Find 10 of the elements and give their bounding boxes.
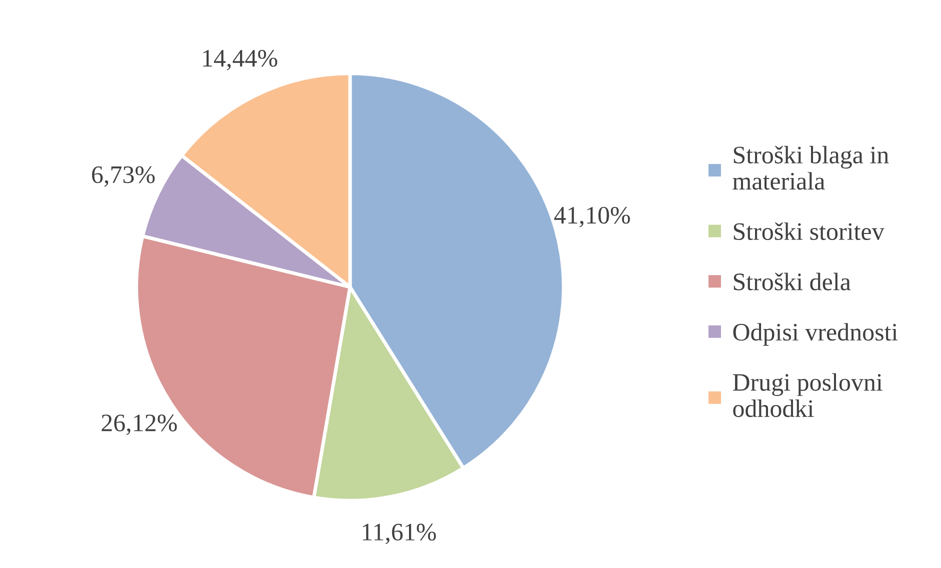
legend-label: Stroški dela <box>734 272 851 290</box>
legend-label: Stroški blaga in materiala <box>732 146 889 190</box>
data-label: 41,10% <box>554 206 630 228</box>
data-label: 11,61% <box>362 524 436 544</box>
data-label: 6,73% <box>92 166 155 187</box>
legend-label: Odpisi vrednosti <box>733 323 898 346</box>
data-label: 14,44% <box>203 50 278 70</box>
legend-label: Stroški storitev <box>734 222 884 240</box>
legend-label: Drugi poslovni odhodki <box>732 373 882 418</box>
data-label: 26,12% <box>102 414 177 435</box>
